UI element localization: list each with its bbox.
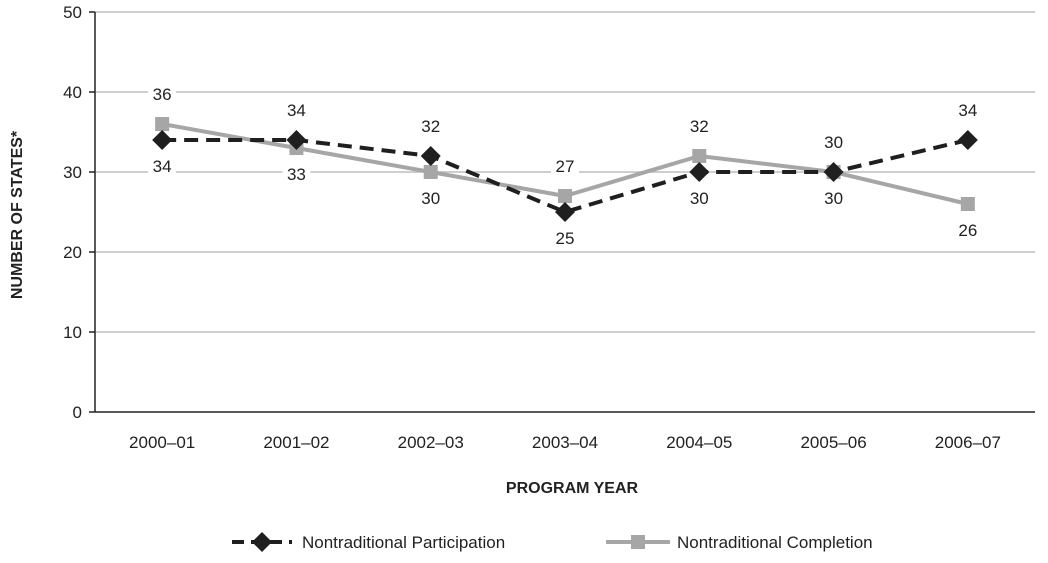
data-label: 32 bbox=[690, 117, 709, 136]
data-point-marker bbox=[555, 202, 575, 222]
data-label: 26 bbox=[958, 221, 977, 240]
y-tick-label: 20 bbox=[63, 243, 82, 262]
data-label: 30 bbox=[690, 189, 709, 208]
data-label-bg bbox=[416, 188, 445, 209]
data-label-bg bbox=[551, 228, 579, 249]
data-label-bg bbox=[148, 156, 177, 177]
legend: Nontraditional Participation Nontradition… bbox=[232, 532, 873, 552]
data-label-bg bbox=[551, 156, 579, 177]
x-tick-label: 2002–03 bbox=[398, 433, 464, 452]
data-label-bg bbox=[685, 116, 714, 137]
x-axis-title: PROGRAM YEAR bbox=[506, 480, 639, 497]
data-point-marker bbox=[960, 197, 975, 211]
data-label-bg bbox=[282, 100, 311, 121]
data-label-bg bbox=[282, 164, 311, 185]
data-label: 34 bbox=[287, 101, 306, 120]
y-tick-label: 40 bbox=[63, 83, 82, 102]
x-tick-label: 2003–04 bbox=[532, 433, 598, 452]
legend-marker bbox=[252, 532, 272, 552]
data-label: 36 bbox=[153, 85, 172, 104]
data-point-marker bbox=[558, 189, 572, 203]
axes: 0 10 20 30 40 50 2000–01 2001–02 2002–03 2003–04 2… bbox=[63, 3, 1035, 452]
y-tick-label: 50 bbox=[63, 3, 82, 22]
data-label-bg bbox=[416, 116, 445, 137]
y-axis-title: NUMBER OF STATES* bbox=[9, 130, 26, 299]
y-tick-label: 0 bbox=[73, 403, 82, 422]
data-point-marker bbox=[423, 165, 438, 179]
data-labels: 34 34 32 25 30 30 34 36 33 30 27 32 30 26 bbox=[148, 84, 982, 249]
data-label-bg bbox=[685, 188, 714, 209]
data-label-bg bbox=[148, 84, 177, 105]
y-tick-label: 30 bbox=[63, 163, 82, 182]
data-point-marker bbox=[155, 117, 170, 131]
data-label-bg bbox=[819, 132, 848, 153]
data-label: 33 bbox=[287, 165, 306, 184]
x-tick-label: 2000–01 bbox=[129, 433, 195, 452]
data-point-marker bbox=[420, 146, 441, 166]
data-label-bg bbox=[819, 188, 848, 209]
x-tick-label: 2005–06 bbox=[800, 433, 866, 452]
data-label: 32 bbox=[421, 117, 440, 136]
x-tick-label: 2001–02 bbox=[263, 433, 329, 452]
data-label: 30 bbox=[824, 133, 843, 152]
data-label: 30 bbox=[824, 189, 843, 208]
y-tick-label: 10 bbox=[63, 323, 82, 342]
x-tick-label: 2004–05 bbox=[666, 433, 732, 452]
data-point-marker bbox=[286, 130, 307, 150]
data-label: 30 bbox=[421, 189, 440, 208]
data-label-bg bbox=[953, 220, 982, 241]
x-tick-label: 2006–07 bbox=[935, 433, 1001, 452]
data-point-marker bbox=[689, 162, 710, 182]
data-point-marker bbox=[957, 130, 978, 150]
data-point-marker bbox=[152, 130, 173, 150]
legend-label: Nontraditional Participation bbox=[302, 533, 505, 552]
data-point-marker bbox=[823, 162, 844, 182]
data-label-bg bbox=[953, 100, 982, 121]
data-label: 34 bbox=[153, 157, 172, 176]
data-label: 27 bbox=[556, 157, 575, 176]
legend-marker bbox=[631, 535, 645, 549]
data-label: 25 bbox=[556, 229, 575, 248]
data-point-marker bbox=[692, 149, 707, 163]
legend-label: Nontraditional Completion bbox=[677, 533, 873, 552]
data-label: 34 bbox=[958, 101, 977, 120]
series-group bbox=[152, 117, 978, 222]
